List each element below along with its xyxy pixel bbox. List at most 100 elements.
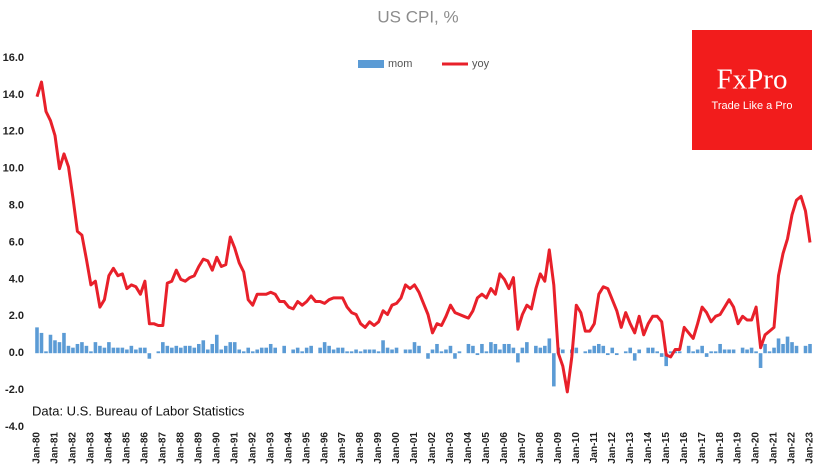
bar [385,347,390,354]
x-tick-label: Jan-93 [265,432,276,464]
x-tick-label: Jan-23 [805,432,816,464]
x-tick-label: Jan-85 [122,432,133,464]
bar [228,342,233,354]
x-tick-label: Jan-14 [643,432,654,464]
bar [713,351,718,354]
x-tick-label: Jan-15 [661,432,672,464]
bar [520,347,525,354]
bar [161,342,165,354]
x-tick-label: Jan-02 [427,432,438,464]
chart-title: US CPI, % [377,7,458,26]
logo-box [692,30,812,150]
bar [156,351,161,354]
bar [174,345,179,354]
bar [538,347,543,354]
x-tick-label: Jan-83 [86,432,97,464]
bar [763,343,767,354]
bar [268,343,273,354]
bar [632,353,637,361]
bar [502,343,507,354]
bar [704,353,709,357]
logo: FxPro Trade Like a Pro [692,30,812,150]
bar [309,345,313,354]
bar [686,345,691,354]
x-tick-label: Jan-06 [499,432,510,464]
bar [475,353,480,356]
x-tick-label: Jan-09 [553,432,564,464]
bar [637,349,642,354]
bar [367,349,372,354]
x-tick-label: Jan-82 [68,432,79,464]
bar [282,345,286,354]
bar [44,351,48,354]
bar [336,347,340,354]
bar [147,353,152,359]
bar [116,347,120,354]
bar [390,349,394,354]
bar [134,349,138,354]
bar [718,343,722,354]
x-tick-label: Jan-22 [787,432,798,464]
bar [700,345,704,354]
bar [376,351,381,354]
y-tick-label: 8.0 [9,200,24,212]
x-tick-label: Jan-20 [751,432,762,464]
bar [223,345,228,354]
y-tick-label: 10.0 [3,163,24,175]
x-tick-label: Jan-11 [589,432,600,464]
x-tick-label: Jan-03 [445,432,456,464]
bar [511,347,516,354]
bar [776,338,781,354]
x-tick-label: Jan-13 [625,432,636,464]
bar [57,342,62,354]
x-tick-label: Jan-17 [697,432,708,464]
bar [574,347,579,354]
bar [246,347,251,354]
bar [75,343,80,354]
bar [129,345,134,354]
bar [587,349,592,354]
x-tick-label: Jan-12 [607,432,618,464]
bar [188,345,192,354]
y-tick-label: 16.0 [3,52,24,64]
y-tick-label: 12.0 [3,126,24,138]
x-tick-label: Jan-86 [140,432,151,464]
bar [408,349,412,354]
bar [605,353,610,356]
bar [767,351,772,354]
bar [439,351,444,354]
bar [646,347,651,354]
bar [394,347,399,354]
bar [192,347,197,354]
bar [143,347,147,354]
legend-label: yoy [472,58,490,70]
bar [592,345,597,354]
x-tick-label: Jan-16 [679,432,690,464]
bar [183,345,188,354]
bar [35,327,39,354]
bar [196,343,201,354]
line [35,80,812,394]
legend-label: mom [388,58,412,70]
bar [493,343,498,354]
bar [498,349,502,354]
bar [466,343,471,354]
x-tick-label: Jan-84 [104,432,115,464]
bar [489,342,493,354]
bar [273,347,277,354]
bar [232,342,237,354]
bar [722,349,727,354]
bar [691,351,695,354]
x-tick-label: Jan-05 [481,432,492,464]
bar [808,343,812,354]
bar [358,351,363,354]
x-tick-label: Jan-97 [337,432,348,464]
bar [731,349,736,354]
bar [754,351,758,354]
bar [125,349,129,354]
bar [758,353,763,368]
x-tick-label: Jan-87 [157,432,168,464]
x-tick-label: Jan-91 [229,432,240,464]
bar [264,347,269,354]
